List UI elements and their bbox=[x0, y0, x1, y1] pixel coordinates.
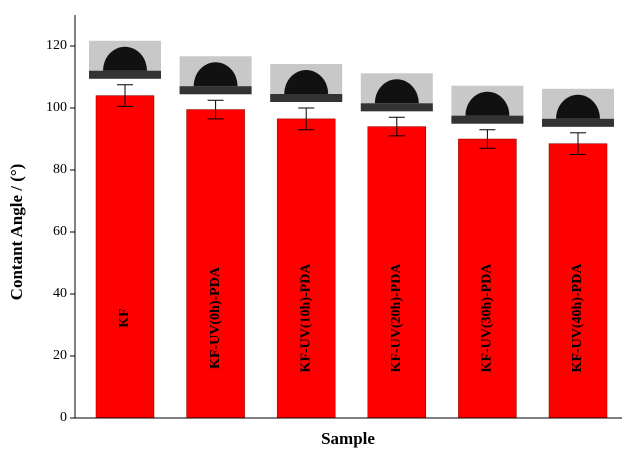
y-tick-label: 80 bbox=[53, 162, 67, 177]
y-tick-label: 60 bbox=[53, 224, 67, 239]
droplet-base bbox=[451, 116, 523, 124]
y-axis-label: Contant Angle / (°) bbox=[7, 164, 26, 301]
y-tick-label: 120 bbox=[46, 38, 67, 53]
droplet-base bbox=[89, 71, 161, 79]
y-tick-label: 40 bbox=[53, 286, 67, 301]
y-tick-label: 100 bbox=[46, 100, 67, 115]
y-tick-label: 20 bbox=[53, 348, 67, 363]
category-label: KF-UV(30h)-PDA bbox=[480, 263, 495, 373]
bar bbox=[96, 96, 154, 418]
category-label: KF-UV(10h)-PDA bbox=[298, 263, 313, 373]
bar bbox=[187, 110, 245, 418]
chart: Sample Contant Angle / (°) 0 20 40 60 80 100 1… bbox=[0, 0, 622, 453]
category-label: KF-UV(0h)-PDA bbox=[208, 266, 223, 369]
droplet-base bbox=[270, 94, 342, 102]
droplet-base bbox=[542, 119, 614, 127]
category-label: KF-UV(40h)-PDA bbox=[570, 263, 585, 373]
droplet-base bbox=[361, 103, 433, 111]
y-tick-label: 0 bbox=[60, 410, 67, 425]
category-label: KF bbox=[117, 308, 132, 327]
category-label: KF-UV(20h)-PDA bbox=[389, 263, 404, 373]
x-axis-label: Sample bbox=[321, 429, 375, 448]
droplet-base bbox=[180, 86, 252, 94]
